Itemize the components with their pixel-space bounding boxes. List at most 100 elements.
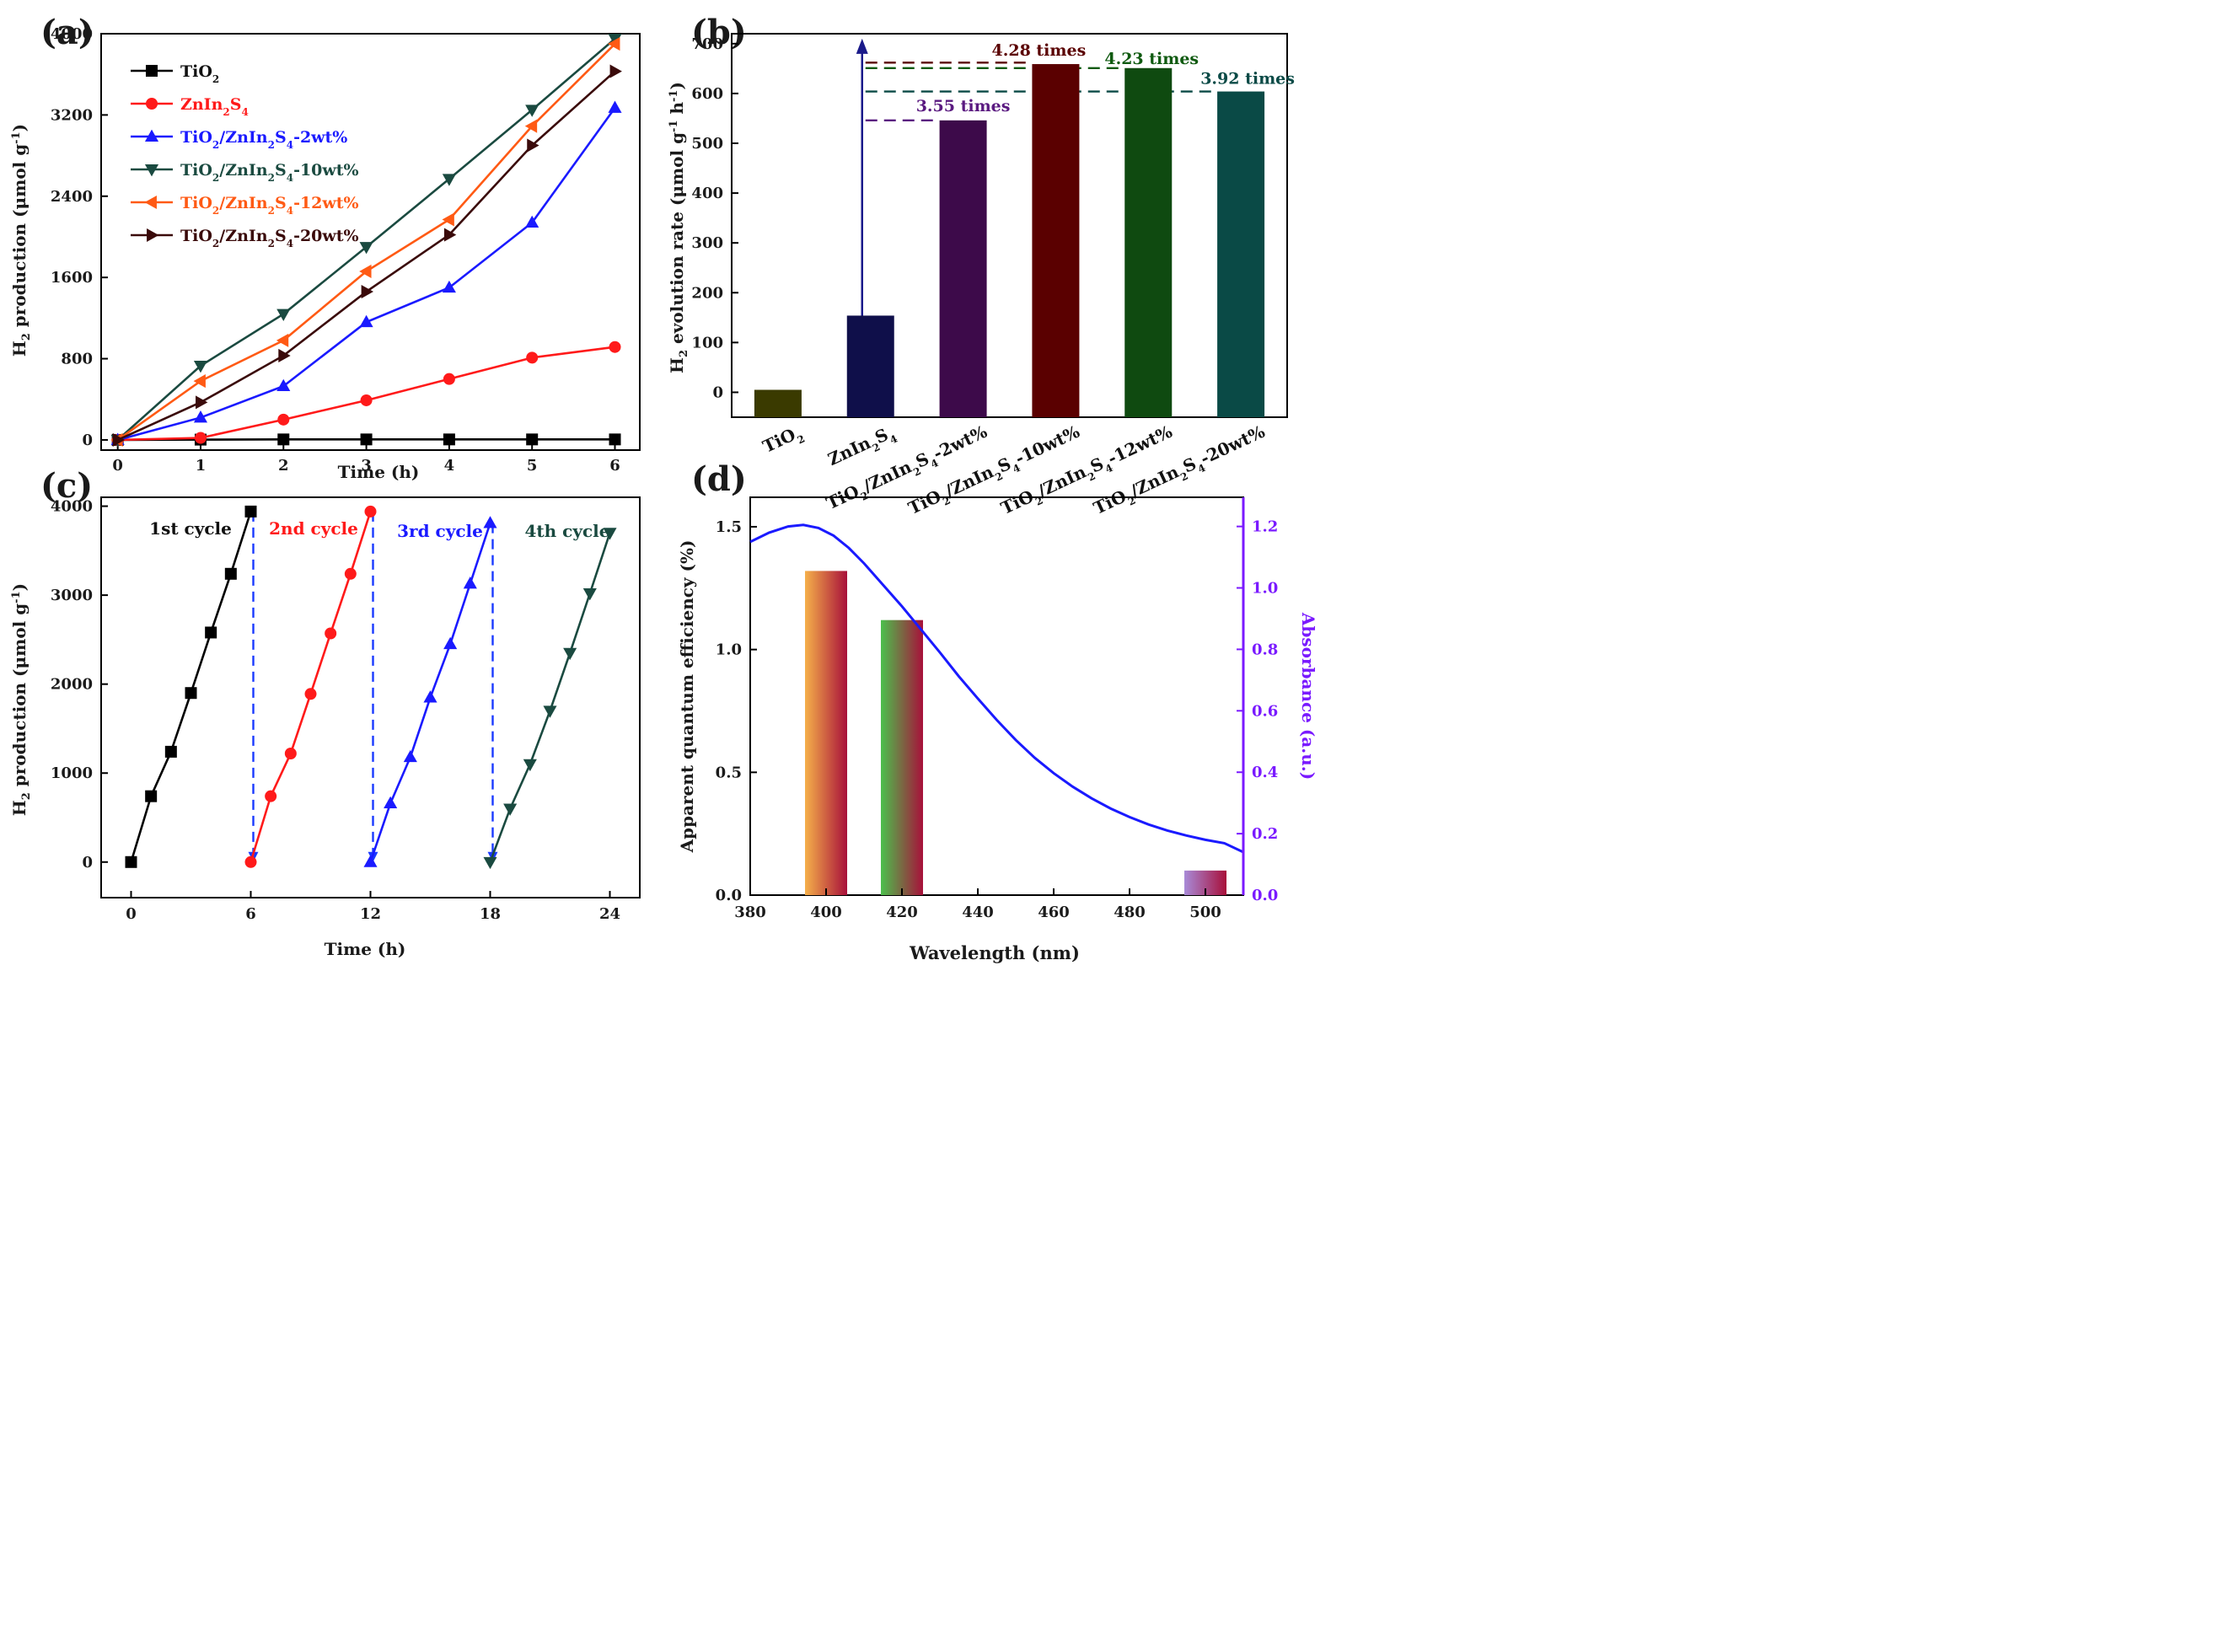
c-xtick-label: 18 [480,905,501,923]
a-xtick-label: 6 [609,457,620,475]
a-ytick-label: 0 [82,432,93,449]
a-xtick-label: 3 [361,457,372,475]
a-legend-text-part: 2 [268,205,275,217]
panel-c-ylabel-rest: production (μmol g [9,603,30,792]
a-legend-text-part: 4 [287,139,293,151]
a-legend-text-part: 4 [287,172,293,184]
panel-d-xlabel: Wavelength (nm) [909,942,1080,963]
a-ytick-label: 1600 [51,269,93,287]
c-data-point [205,626,217,639]
a-data-point [526,433,539,446]
a-data-point [278,348,291,362]
b-ytick-label: 400 [691,185,723,202]
a-xtick-label: 4 [444,457,455,475]
b-ytick-label: 500 [691,135,723,153]
b-category-label-part: -20wt% [1197,421,1268,469]
a-data-point [442,174,456,186]
a-data-point [193,361,208,373]
a-data-point [609,64,622,78]
a-data-point [276,378,291,392]
d-bar [805,571,847,895]
panel-d-ylabel: Apparent quantum efficiency (%) [677,540,697,854]
a-xtick-label: 0 [112,457,123,475]
panel-d-bars [805,571,1226,895]
c-data-point [403,749,417,763]
a-xtick-label: 1 [196,457,207,475]
c-data-point [185,687,197,700]
c-data-point [145,790,158,802]
a-legend-text: TiO2/ZnIn2S4-12wt% [180,194,359,217]
panel-b: (b) 0 100 200 300 400 500 600 700 3.55 times 4.2… [667,13,1295,518]
c-ytick-label: 2000 [51,676,93,694]
a-legend-text-part: /ZnIn [219,227,268,245]
panel-a-legend: TiO2ZnIn2S4TiO2/ZnIn2S4-2wt%TiO2/ZnIn2S4… [131,62,359,249]
a-data-point [277,413,290,426]
a-legend-text-part: 4 [287,238,293,249]
a-xtick-label: 5 [527,457,538,475]
d-ytick-label: 1.0 [716,641,742,659]
panel-c-ylabel-main: H [9,800,30,816]
c-ytick-label: 1000 [51,764,93,782]
c-cycle-label: 4th cycle [525,521,610,541]
c-data-point [582,588,597,601]
panel-d-y2label: Absorbance (a.u.) [1298,612,1318,780]
c-data-point [543,705,557,718]
d-xtick-label: 380 [734,904,766,921]
a-legend-marker [147,228,159,243]
a-data-point [194,432,207,444]
b-bar [1032,64,1080,417]
d-y2tick-label: 0.2 [1252,825,1278,843]
a-legend-text: TiO2/ZnIn2S4-20wt% [180,227,359,249]
a-data-point [277,433,290,446]
c-data-point [384,796,398,809]
panel-c-ylabel-end: ) [9,583,30,591]
panel-c-xlabel: Time (h) [325,939,406,959]
panel-a-ylabel-main: H [9,341,30,357]
b-bar [939,120,987,417]
a-ytick-label: 3200 [51,106,93,124]
a-legend-text-part: TiO [180,128,212,147]
c-data-point [363,855,378,867]
panel-b-ylabel-sup1: -1 [668,120,680,131]
d-y2tick-label: 1.2 [1252,518,1278,536]
c-data-point [244,505,257,518]
a-xtick-label: 2 [278,457,289,475]
a-legend-marker [144,129,159,142]
d-xtick-label: 480 [1114,904,1146,921]
c-ytick-label: 0 [82,854,93,872]
panel-a-series [110,34,622,448]
panel-a-ylabel-sup: -1 [10,131,23,143]
b-category-label-part: -2wt% [930,421,990,464]
d-bar [881,620,923,895]
panel-c-dashed-connectors [248,511,498,862]
d-ytick-label: 1.5 [716,518,742,536]
a-data-point [442,280,456,293]
a-data-point [608,100,622,113]
c-data-point [265,790,277,802]
a-data-point [609,341,621,353]
c-data-point [463,576,477,589]
a-data-point [442,212,454,227]
b-arrow-head [856,38,868,54]
a-data-point [360,394,373,406]
a-data-point [276,333,289,347]
b-ytick-label: 100 [691,334,723,351]
d-xtick-label: 440 [962,904,994,921]
a-data-point [527,138,539,153]
a-legend-text-part: TiO [180,194,212,212]
a-legend-text: TiO2/ZnIn2S4-10wt% [180,161,359,184]
c-data-point [423,690,437,703]
panel-a-ticks: 0 1 2 3 4 5 6 0 800 1600 2400 3200 4000 [51,25,620,475]
panel-b-label: (b) [691,13,747,52]
b-ytick-label: 600 [691,85,723,103]
a-legend-text-part: 4 [241,106,248,118]
panel-a-ylabel: H2 production (μmol g-1) [9,124,33,357]
a-legend-text-part: 2 [223,106,229,118]
d-y2tick-label: 0.8 [1252,641,1278,658]
a-legend-text-part: 4 [287,205,293,217]
a-data-point [276,308,291,321]
panel-c-series [125,505,617,870]
c-data-point [364,505,377,518]
b-ytick-label: 0 [712,384,723,401]
b-category-label-part: -10wt% [1012,421,1082,469]
